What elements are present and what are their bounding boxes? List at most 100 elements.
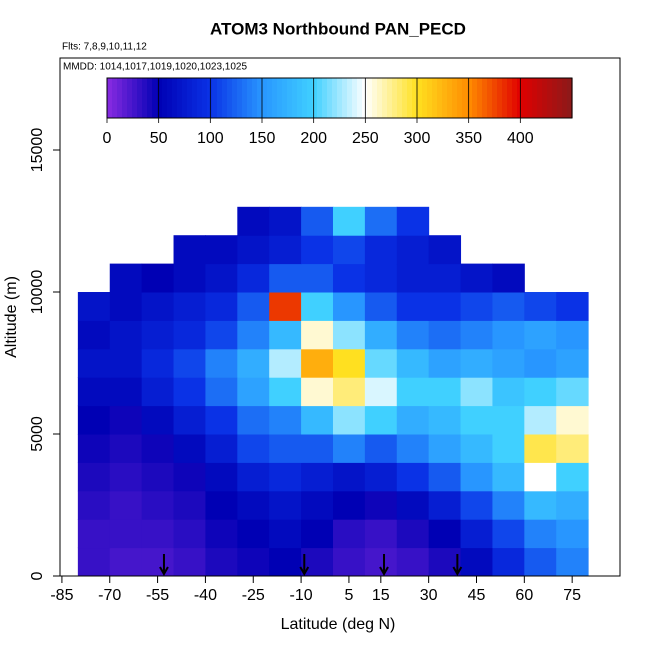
heat-cell [237, 348, 270, 378]
colorbar-swatch [192, 78, 198, 118]
heat-cell [141, 292, 175, 321]
colorbar-swatch [432, 78, 438, 118]
x-tick-label: 5 [344, 587, 353, 604]
heat-cell [332, 547, 366, 577]
x-tick-label: 30 [420, 587, 438, 604]
heat-cell [556, 547, 589, 577]
heat-cell [492, 519, 525, 549]
colorbar-swatch [307, 78, 313, 118]
annotation: MMDD: 1014,1017,1019,1020,1023,1025 [63, 62, 247, 73]
heat-cell [396, 348, 430, 378]
colorbar-swatch [387, 78, 393, 118]
colorbar-swatch [252, 78, 258, 118]
colorbar-swatch [517, 78, 523, 118]
heat-cell [237, 547, 270, 577]
colorbar-swatch [322, 78, 328, 118]
colorbar-swatch [222, 78, 228, 118]
colorbar-swatch [372, 78, 378, 118]
heat-cell [396, 263, 430, 293]
heat-cell [364, 348, 398, 378]
heat-cell [173, 519, 206, 549]
heat-cell [77, 292, 111, 321]
heat-cell [237, 206, 270, 236]
heat-cell [556, 292, 589, 321]
heat-cell [77, 490, 111, 520]
heat-cell [364, 547, 398, 577]
colorbar-swatch [462, 78, 468, 118]
colorbar-swatch [247, 78, 253, 118]
heat-cell [492, 462, 525, 492]
heat-cell [524, 292, 557, 321]
colorbar-swatch [377, 78, 383, 118]
colorbar-swatch [392, 78, 398, 118]
colorbar-swatch [187, 78, 193, 118]
heat-cell [332, 377, 366, 407]
colorbar-swatch [147, 78, 153, 118]
heat-cell [332, 320, 366, 350]
chart-title: ATOM3 Northbound PAN_PECD [210, 19, 466, 38]
colorbar-swatch [487, 78, 493, 118]
colorbar-swatch [482, 78, 488, 118]
heat-cell [109, 405, 143, 435]
colorbar-swatch [552, 78, 558, 118]
colorbar-swatch [217, 78, 223, 118]
heat-cell [237, 405, 270, 435]
colorbar-swatch [167, 78, 173, 118]
heat-cell [269, 235, 302, 265]
heat-cell [301, 206, 334, 236]
x-tick-label: -40 [194, 587, 217, 604]
colorbar-swatch [447, 78, 453, 118]
colorbar-swatch [382, 78, 388, 118]
heat-cell [77, 462, 111, 492]
heat-cell [428, 348, 462, 378]
heat-cell [492, 434, 525, 463]
heat-cell [556, 377, 589, 407]
colorbar-swatch [327, 78, 333, 118]
heat-cell [205, 348, 238, 378]
heat-cell [524, 547, 557, 577]
heat-cell [556, 320, 589, 350]
colorbar-swatch [242, 78, 248, 118]
heat-cell [269, 377, 302, 407]
colorbar-swatch [472, 78, 478, 118]
colorbar-swatch [547, 78, 553, 118]
arrow [159, 554, 169, 577]
heat-cell [237, 377, 270, 407]
heat-cell [524, 519, 557, 549]
heat-cell [364, 292, 398, 321]
heat-cell [492, 547, 525, 577]
heat-cell [109, 377, 143, 407]
colorbar-swatch [112, 78, 118, 118]
colorbar-swatch [567, 78, 573, 118]
y-tick-label: 5000 [29, 416, 46, 452]
x-tick-label: -10 [290, 587, 313, 604]
heat-cell [173, 462, 206, 492]
heat-cell [237, 462, 270, 492]
colorbar-swatch [477, 78, 483, 118]
colorbar-swatch [437, 78, 443, 118]
heat-cell [301, 235, 334, 265]
heat-cell [269, 320, 302, 350]
heat-cell [269, 434, 302, 463]
heat-cell [77, 547, 111, 577]
heat-cell [141, 519, 175, 549]
heat-cell [460, 405, 493, 435]
heat-cell [301, 348, 334, 378]
heat-cell [301, 320, 334, 350]
heat-cell [492, 405, 525, 435]
heat-cell [492, 490, 525, 520]
colorbar-swatch [417, 78, 423, 118]
heat-cell [173, 292, 206, 321]
colorbar-swatch [267, 78, 273, 118]
heat-cell [332, 405, 366, 435]
heat-cell [301, 462, 334, 492]
heat-cell [269, 263, 302, 293]
colorbar-swatch [207, 78, 213, 118]
heat-cell [109, 490, 143, 520]
heat-cell [396, 405, 430, 435]
colorbar-tick-label: 350 [455, 130, 482, 147]
heat-cell [332, 235, 366, 265]
heat-cell [428, 462, 462, 492]
heat-cell [205, 547, 238, 577]
